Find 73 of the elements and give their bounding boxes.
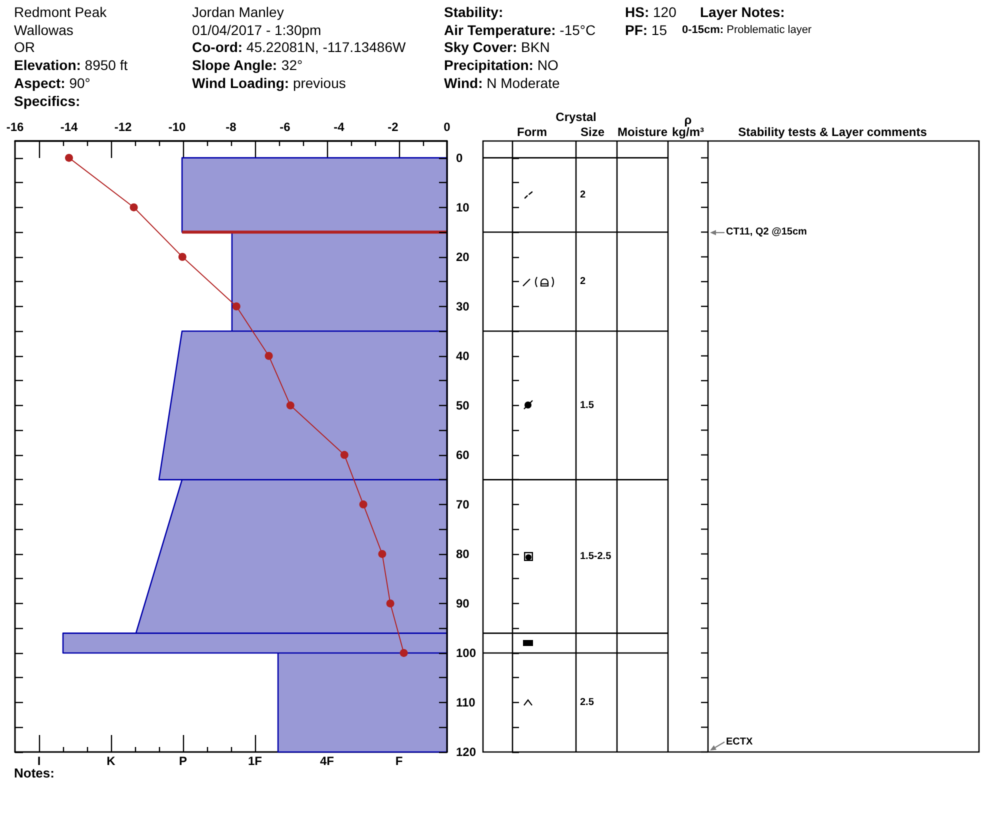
text: ρ kg/m³ (672, 113, 704, 139)
point (65, 154, 73, 162)
text: OR (14, 39, 35, 55)
point (232, 302, 240, 310)
text: F (395, 754, 403, 768)
point (400, 648, 408, 657)
text: I (37, 754, 41, 768)
y-tick-label: 10 (456, 200, 470, 214)
text: Sky Cover: BKN (444, 39, 550, 55)
y-tick-label: 70 (456, 497, 470, 512)
text: 1F (248, 754, 262, 768)
text: Stability: (444, 4, 504, 20)
text: Redmont Peak (14, 4, 108, 20)
text: 2.5 (580, 696, 594, 708)
y-tick-label: 60 (456, 448, 470, 462)
x-tick-label: 0 (444, 120, 451, 134)
x-tick-label: -2 (388, 120, 399, 134)
x-tick-label: -6 (280, 120, 291, 134)
point (378, 550, 386, 558)
x-tick-label: -8 (226, 120, 237, 134)
y-tick-label: 120 (456, 745, 476, 759)
y-tick-label: 110 (456, 695, 476, 710)
text: Air Temperature: -15°C (444, 22, 596, 38)
text: Stability tests & Layer comments (738, 125, 928, 139)
point (359, 500, 368, 508)
text: 4F (320, 754, 334, 768)
y-tick-label: 0 (456, 150, 463, 165)
text: Jordan Manley (192, 4, 284, 20)
point (264, 352, 273, 360)
text: P (178, 754, 188, 768)
text: 2 (580, 189, 586, 200)
text: K (106, 754, 116, 768)
text: Precipitation: NO (444, 57, 558, 73)
text: Notes: (14, 766, 54, 780)
text: Wallowas (14, 22, 74, 38)
text: ECTX (726, 736, 753, 748)
text: PF: 15 (625, 22, 668, 38)
text: Form (517, 125, 547, 139)
text: Specifics: (14, 93, 80, 109)
text: Wind: N Moderate (444, 75, 560, 91)
point (340, 450, 348, 459)
text: Aspect: 90° (14, 75, 90, 91)
point (286, 401, 294, 410)
text: 1.5-2.5 (580, 550, 612, 562)
point (178, 252, 186, 261)
text: CT11, Q2 @15cm (726, 226, 808, 238)
x-tick-label: -16 (6, 120, 24, 134)
y-tick-label: 100 (456, 646, 476, 660)
text: Elevation: 8950 ft (14, 57, 128, 73)
y-tick-label: 90 (456, 596, 470, 610)
text: Moisture (617, 125, 668, 139)
text: Crystal (556, 110, 596, 124)
y-tick-label: 20 (456, 250, 470, 264)
text: Co-ord: 45.22081N, -117.13486W (192, 39, 407, 55)
text: Slope Angle: 32° (192, 57, 303, 73)
y-tick-label: 50 (456, 398, 470, 412)
text: 2 (580, 276, 586, 288)
point (386, 599, 394, 608)
text: HS: 120 (625, 4, 677, 20)
x-tick-label: -10 (168, 120, 186, 134)
text: Wind Loading: previous (192, 75, 346, 91)
text: Size (580, 125, 605, 139)
text: 01/04/2017 - 1:30pm (192, 22, 322, 38)
y-tick-label: 30 (456, 299, 470, 314)
text: Layer Notes: (700, 4, 785, 20)
point (130, 203, 138, 212)
text: 1.5 (580, 400, 594, 411)
x-tick-label: -12 (114, 120, 132, 134)
y-tick-label: 80 (456, 546, 470, 561)
x-tick-label: -14 (60, 120, 78, 134)
x-tick-label: -4 (334, 120, 345, 134)
text: 0-15cm: Problematic layer (682, 24, 812, 36)
y-tick-label: 40 (456, 348, 470, 363)
